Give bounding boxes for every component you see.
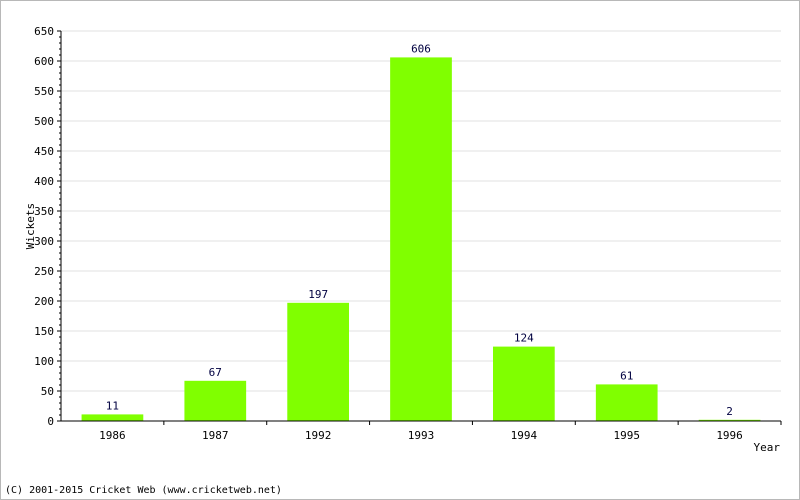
y-tick-label: 50 (41, 385, 54, 398)
data-label-1995: 61 (620, 369, 633, 382)
y-tick-label: 150 (34, 325, 54, 338)
y-tick-label: 550 (34, 85, 54, 98)
y-tick-label: 500 (34, 115, 54, 128)
axes (57, 30, 782, 425)
bar-1996 (698, 419, 761, 421)
bar-1987 (184, 380, 247, 421)
bar-1993 (390, 57, 452, 422)
y-tick-label: 350 (34, 205, 54, 218)
bars (81, 57, 761, 422)
x-tick-label-1993: 1993 (408, 429, 435, 442)
bar-1995 (595, 384, 658, 421)
y-tick-label: 650 (34, 25, 54, 38)
x-axis-title: Year (754, 441, 781, 454)
data-label-1993: 606 (411, 42, 431, 55)
data-label-1994: 124 (514, 332, 534, 345)
bar-1986 (81, 414, 144, 421)
y-tick-label: 450 (34, 145, 54, 158)
y-tick-label: 0 (47, 415, 54, 428)
x-tick-label-1995: 1995 (613, 429, 640, 442)
y-tick-label: 100 (34, 355, 54, 368)
copyright-notice: (C) 2001-2015 Cricket Web (www.cricketwe… (5, 485, 282, 496)
y-tick-label: 600 (34, 55, 54, 68)
x-tick-label-1992: 1992 (305, 429, 332, 442)
x-tick-label-1994: 1994 (511, 429, 538, 442)
y-axis-title: Wickets (24, 203, 37, 249)
data-label-1987: 67 (209, 366, 222, 379)
y-tick-label: 200 (34, 295, 54, 308)
bar-1992 (287, 302, 349, 421)
labels: 0 50 100 150 200 250 300 350 400 450 500 550 600 650 1… (34, 25, 743, 442)
data-label-1992: 197 (308, 288, 328, 301)
x-tick-label-1986: 1986 (99, 429, 126, 442)
y-tick-label: 250 (34, 265, 54, 278)
data-label-1986: 11 (106, 399, 119, 412)
bar-1994 (493, 346, 555, 421)
y-tick-label: 300 (34, 235, 54, 248)
data-label-1996: 2 (726, 405, 733, 418)
x-tick-label-1987: 1987 (202, 429, 229, 442)
x-tick-label-1996: 1996 (716, 429, 743, 442)
y-tick-label: 400 (34, 175, 54, 188)
